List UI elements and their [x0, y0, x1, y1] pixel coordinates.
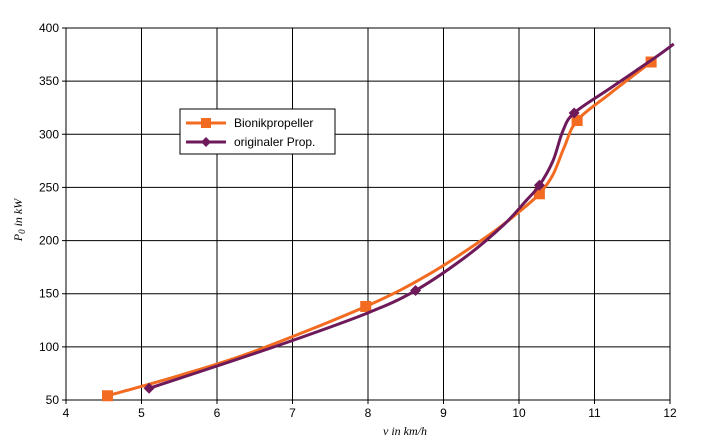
- data-point-original: [143, 382, 155, 394]
- x-tick-label: 5: [138, 406, 145, 420]
- y-tick-label: 200: [39, 234, 59, 248]
- x-tick-label: 6: [214, 406, 221, 420]
- data-point-original: [410, 285, 422, 297]
- tick-labels: 4 5 6 7 8 9 10 11 12 50 100 150 200 250 300 350 400: [39, 21, 677, 420]
- x-axis-label: v in km/h: [383, 424, 427, 438]
- x-tick-label: 11: [588, 406, 601, 420]
- x-tick-label: 9: [440, 406, 447, 420]
- y-tick-label: 250: [39, 180, 59, 194]
- data-point-bionik: [360, 300, 372, 312]
- y-tick-label: 100: [39, 340, 59, 354]
- legend-marker-bionik: [201, 118, 211, 128]
- x-tick-label: 4: [63, 406, 70, 420]
- x-tick-label: 12: [663, 406, 677, 420]
- legend: Bionikpropeller originaler Prop.: [179, 108, 336, 155]
- y-tick-label: 150: [39, 287, 59, 301]
- x-tick-label: 8: [365, 406, 372, 420]
- legend-label-original: originaler Prop.: [234, 135, 315, 149]
- legend-label-bionik: Bionikpropeller: [234, 116, 313, 130]
- y-axis-label: P0 in kW: [11, 198, 27, 243]
- data-point-original: [533, 179, 545, 191]
- y-tick-label: 50: [46, 393, 60, 407]
- x-tick-label: 10: [512, 406, 526, 420]
- x-tick-label: 7: [289, 406, 296, 420]
- y-tick-label: 400: [39, 21, 59, 35]
- data-point-original: [568, 107, 580, 119]
- series-line-original: [148, 42, 675, 390]
- grid: [62, 27, 671, 404]
- y-tick-label: 350: [39, 74, 59, 88]
- data-point-bionik: [533, 188, 545, 200]
- y-tick-label: 300: [39, 127, 59, 141]
- data-point-bionik: [571, 114, 583, 126]
- series-group: [102, 42, 675, 402]
- data-point-bionik: [102, 390, 114, 402]
- legend-marker-original: [201, 137, 211, 147]
